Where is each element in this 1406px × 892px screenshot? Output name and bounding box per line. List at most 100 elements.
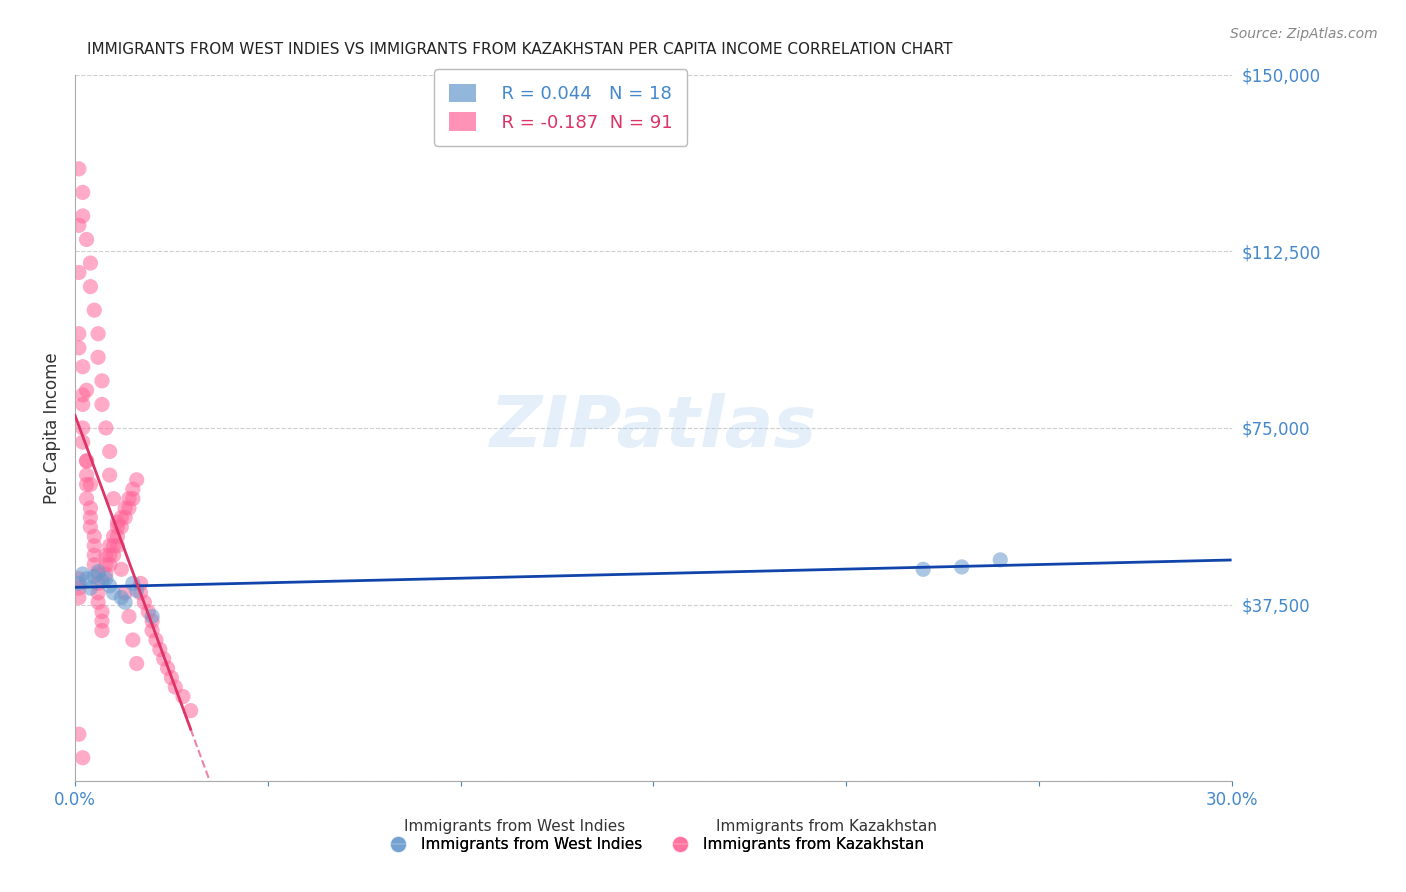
Point <box>67 576 90 591</box>
Point <box>94 548 117 562</box>
Point <box>76 572 98 586</box>
Point <box>98 579 121 593</box>
Point <box>121 576 143 591</box>
Point <box>950 560 973 574</box>
Point <box>103 548 125 562</box>
Point <box>121 632 143 647</box>
Point <box>141 624 163 638</box>
Point <box>72 435 94 450</box>
Point <box>67 161 90 176</box>
Point <box>160 671 183 685</box>
Point <box>110 520 132 534</box>
Point <box>79 501 101 516</box>
Point <box>149 642 172 657</box>
Point <box>107 529 129 543</box>
Point <box>67 265 90 279</box>
Point <box>172 690 194 704</box>
Point <box>87 567 110 582</box>
Point <box>83 548 105 562</box>
Text: IMMIGRANTS FROM WEST INDIES VS IMMIGRANTS FROM KAZAKHSTAN PER CAPITA INCOME CORR: IMMIGRANTS FROM WEST INDIES VS IMMIGRANT… <box>87 42 952 57</box>
Point <box>121 491 143 506</box>
Point <box>87 595 110 609</box>
Point <box>988 553 1011 567</box>
Point <box>67 326 90 341</box>
Point <box>67 591 90 605</box>
Point <box>114 501 136 516</box>
Point <box>110 591 132 605</box>
Point <box>87 326 110 341</box>
Point <box>107 515 129 529</box>
Point <box>83 558 105 572</box>
Point <box>83 569 105 583</box>
Point <box>141 609 163 624</box>
Point <box>72 751 94 765</box>
Point <box>125 657 148 671</box>
Point <box>76 232 98 246</box>
Point <box>91 374 114 388</box>
Point <box>134 595 156 609</box>
Point <box>67 219 90 233</box>
Point <box>87 565 110 579</box>
Point <box>79 581 101 595</box>
Point <box>76 468 98 483</box>
Point <box>72 397 94 411</box>
Point <box>79 279 101 293</box>
Point <box>87 351 110 365</box>
Point <box>103 586 125 600</box>
Point <box>114 586 136 600</box>
Point <box>118 609 141 624</box>
Point <box>110 510 132 524</box>
Legend: Immigrants from West Indies, Immigrants from Kazakhstan: Immigrants from West Indies, Immigrants … <box>377 831 931 858</box>
Point <box>98 468 121 483</box>
Point <box>72 359 94 374</box>
Point <box>110 562 132 576</box>
Point <box>72 567 94 582</box>
Point <box>152 652 174 666</box>
Point <box>98 444 121 458</box>
Point <box>83 539 105 553</box>
Point <box>79 256 101 270</box>
Point <box>91 614 114 628</box>
Point <box>129 576 152 591</box>
Point <box>125 473 148 487</box>
Point <box>98 548 121 562</box>
Y-axis label: Per Capita Income: Per Capita Income <box>44 352 60 504</box>
Point <box>180 704 202 718</box>
Point <box>72 388 94 402</box>
Point <box>114 510 136 524</box>
Point <box>98 558 121 572</box>
Point <box>114 595 136 609</box>
Point <box>72 209 94 223</box>
Point <box>67 727 90 741</box>
Point <box>129 586 152 600</box>
Point <box>91 624 114 638</box>
Point <box>118 491 141 506</box>
Point <box>67 581 90 595</box>
Point <box>79 510 101 524</box>
Point <box>94 558 117 572</box>
Point <box>76 477 98 491</box>
Point <box>91 574 114 588</box>
Point <box>91 605 114 619</box>
Point <box>141 614 163 628</box>
Point <box>83 529 105 543</box>
Point <box>83 303 105 318</box>
Point <box>136 605 159 619</box>
Text: Immigrants from West Indies: Immigrants from West Indies <box>404 819 626 834</box>
Point <box>94 421 117 435</box>
Point <box>76 454 98 468</box>
Point <box>87 586 110 600</box>
Point <box>103 491 125 506</box>
Point <box>76 491 98 506</box>
Point <box>76 454 98 468</box>
Point <box>67 341 90 355</box>
Point <box>125 583 148 598</box>
Text: Immigrants from Kazakhstan: Immigrants from Kazakhstan <box>716 819 938 834</box>
Point <box>79 520 101 534</box>
Point <box>107 539 129 553</box>
Point <box>94 572 117 586</box>
Point <box>165 680 187 694</box>
Point <box>94 567 117 582</box>
Point <box>121 482 143 496</box>
Point <box>67 572 90 586</box>
